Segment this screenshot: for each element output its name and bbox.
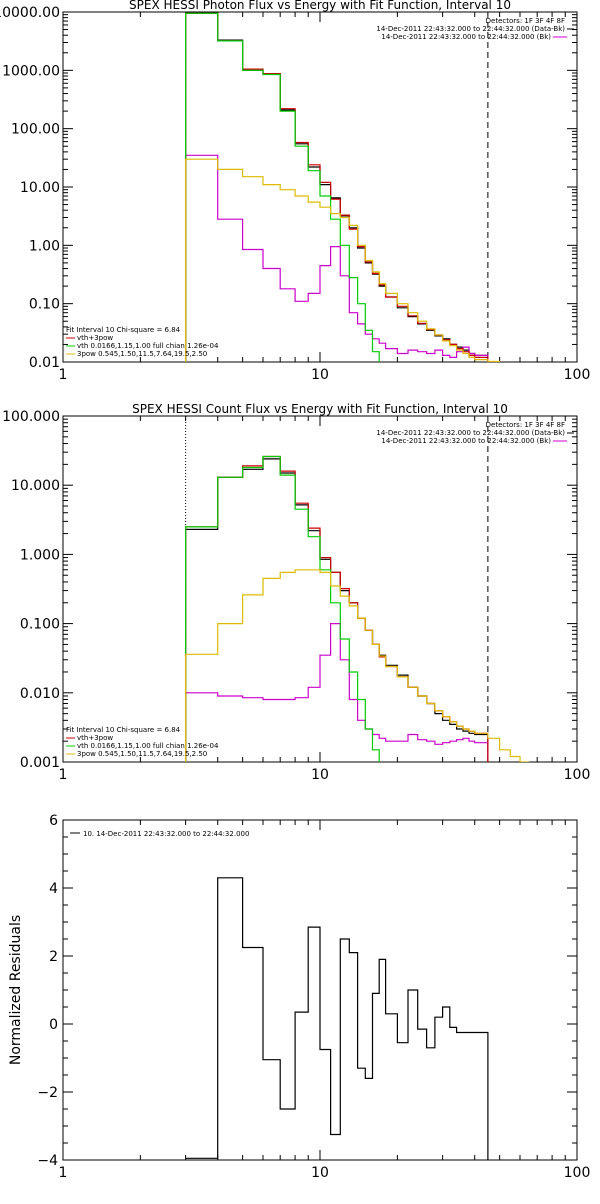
legend-top-right-text: 14-Dec-2011 22:43:32.000 to 22:44:32.000… bbox=[376, 429, 565, 437]
y-tick-label: −2 bbox=[37, 1085, 58, 1101]
y-tick-label: 0.100 bbox=[20, 617, 60, 633]
panel-3: 1 10 100 −4 −2 0 2 4 6 Normalized Residuals 10. 14… bbox=[8, 813, 590, 1181]
x-tick-label: 100 bbox=[564, 767, 591, 783]
y-tick-label: 4 bbox=[49, 881, 58, 897]
y-tick-label: 2 bbox=[49, 949, 58, 965]
series-line-vth-3pow bbox=[185, 12, 489, 362]
legend-bottom-left-text: Fit Interval 10 Chi-square = 6.84 bbox=[66, 726, 181, 734]
legend-top-right-text: 14-Dec-2011 22:43:32.000 to 22:44:32.000… bbox=[381, 437, 551, 445]
series-line-10-14-dec-2011-22-43-32-000-to-22-44-32-000 bbox=[185, 877, 489, 1160]
chart-title: SPEX HESSI Photon Flux vs Energy with Fi… bbox=[129, 0, 511, 12]
panel-1: 1 10 100 0.01 0.10 1.00 10.00 100.00 1000.00 1000… bbox=[0, 0, 590, 383]
series-line-data-bk bbox=[185, 12, 489, 362]
series-line-bk bbox=[185, 623, 489, 762]
legend-top-right-text: Detectors: 1F 3F 4F 8F bbox=[486, 421, 565, 429]
legend-bottom-left-text: vth+3pow bbox=[77, 334, 113, 342]
x-tick-label: 1 bbox=[59, 767, 68, 783]
series-line-3pow bbox=[185, 158, 501, 362]
series-line-bk bbox=[185, 154, 489, 362]
axes-frame bbox=[62, 415, 578, 763]
y-tick-label: 0.10 bbox=[29, 297, 60, 313]
legend-bottom-left-text: Fit Interval 10 Chi-square = 6.84 bbox=[66, 326, 181, 334]
x-tick-label: 1 bbox=[59, 367, 68, 383]
series-group bbox=[185, 12, 501, 362]
x-tick-label: 100 bbox=[564, 1165, 591, 1181]
legend-top-right-text: 14-Dec-2011 22:43:32.000 to 22:44:32.000… bbox=[376, 25, 565, 33]
legend-top-right-text: 14-Dec-2011 22:43:32.000 to 22:44:32.000… bbox=[381, 33, 551, 41]
series-group bbox=[185, 455, 529, 762]
legend-bottom-left-text: 3pow 0.545,1.50,11.5,7.64,19.5,2.50 bbox=[77, 750, 207, 758]
legend-top-right-text: Detectors: 1F 3F 4F 8F bbox=[486, 17, 565, 25]
y-tick-label: 1000.00 bbox=[2, 63, 60, 79]
x-tick-label: 10 bbox=[311, 767, 329, 783]
y-tick-label: 0.01 bbox=[29, 355, 60, 371]
chart-title: SPEX HESSI Count Flux vs Energy with Fit… bbox=[132, 402, 508, 416]
legend-bottom-left-text: 3pow 0.545,1.50,11.5,7.64,19.5,2.50 bbox=[77, 350, 207, 358]
y-tick-label: 0 bbox=[49, 1017, 58, 1033]
y-tick-label: 0.001 bbox=[20, 755, 60, 771]
y-tick-label: 0.010 bbox=[20, 686, 60, 702]
legend-bottom-left-text: vth 0.0166,1.15,1.00 full chian 1.26e-04 bbox=[77, 742, 219, 750]
series-group bbox=[185, 877, 489, 1160]
y-tick-label: 1.000 bbox=[20, 547, 60, 563]
series-line-3pow bbox=[185, 569, 529, 762]
legend-bottom-left-text: vth+3pow bbox=[77, 734, 113, 742]
y-tick-label: 100.00 bbox=[11, 122, 60, 138]
y-tick-label: 10.00 bbox=[20, 180, 60, 196]
legend-text: 10. 14-Dec-2011 22:43:32.000 to 22:44:32… bbox=[83, 830, 249, 838]
y-tick-label: 6 bbox=[49, 813, 58, 829]
y-tick-label: 1.00 bbox=[29, 238, 60, 254]
y-axis-label: Normalized Residuals bbox=[8, 915, 24, 1065]
series-line-vth bbox=[185, 12, 380, 362]
y-tick-label: 10.000 bbox=[11, 478, 60, 494]
y-tick-label: 10000.00 bbox=[0, 5, 60, 21]
y-tick-label: −4 bbox=[37, 1153, 58, 1169]
x-tick-label: 10 bbox=[311, 1165, 329, 1181]
y-tick-label: 100.000 bbox=[2, 409, 60, 425]
x-tick-label: 10 bbox=[311, 367, 329, 383]
series-line-vth bbox=[185, 455, 380, 762]
x-tick-label: 100 bbox=[564, 367, 591, 383]
legend-bottom-left-text: vth 0.0166,1.15,1.00 full chian 1.26e-04 bbox=[77, 342, 219, 350]
x-tick-label: 1 bbox=[59, 1165, 68, 1181]
panel-2: 1 10 100 0.001 0.010 0.100 1.000 10.000 100.000 S… bbox=[2, 402, 590, 783]
